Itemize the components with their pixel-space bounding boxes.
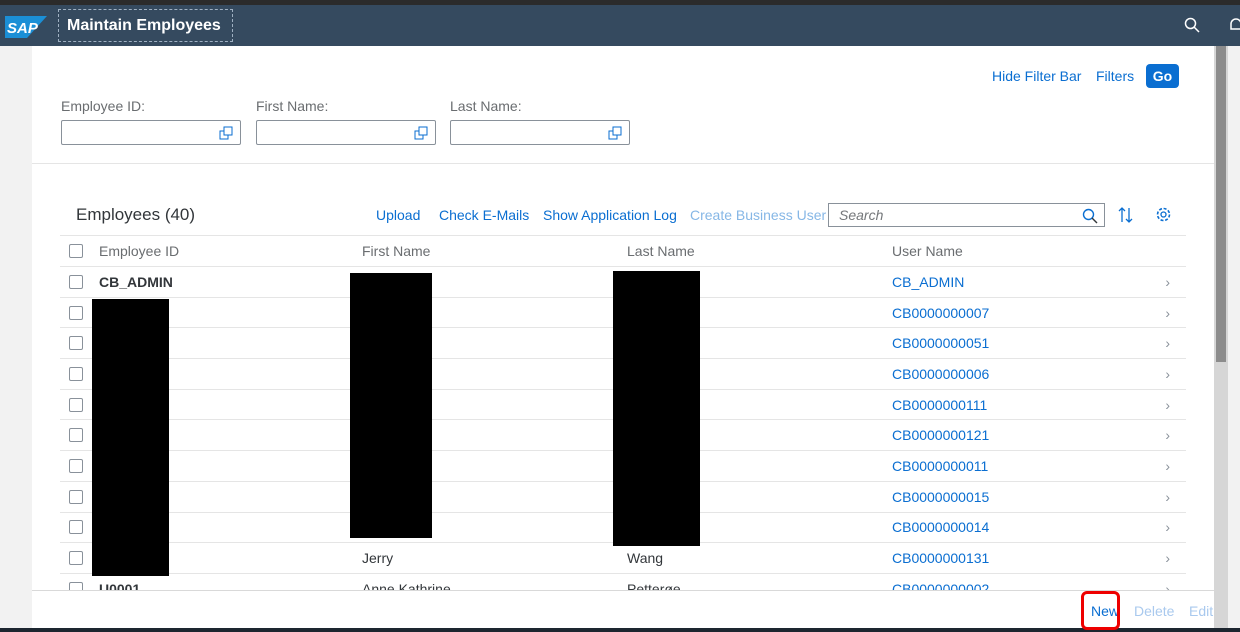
chevron-right-icon[interactable]: › xyxy=(1165,580,1170,597)
row-checkbox[interactable] xyxy=(69,366,83,381)
row-checkbox[interactable] xyxy=(69,458,83,473)
search-placeholder: Search xyxy=(839,207,884,223)
new-button[interactable]: New xyxy=(1091,603,1120,619)
row-checkbox[interactable] xyxy=(69,520,83,535)
employee-id-cell: CB_ADMIN xyxy=(99,273,173,290)
user-name-link[interactable]: CB0000000051 xyxy=(892,335,990,352)
last-name-cell: Wang xyxy=(627,550,664,567)
go-button[interactable]: Go xyxy=(1146,64,1179,88)
redaction-box xyxy=(350,273,432,538)
edit-button[interactable]: Edit xyxy=(1189,603,1214,619)
employee-id-label: Employee ID: xyxy=(61,98,146,114)
user-name-link[interactable]: CB0000000014 xyxy=(892,519,990,536)
user-name-link[interactable]: CB0000000111 xyxy=(892,396,988,413)
search-input[interactable]: Search xyxy=(828,203,1105,227)
chevron-right-icon[interactable]: › xyxy=(1165,457,1170,474)
column-user-name[interactable]: User Name xyxy=(892,243,963,259)
upload-button[interactable]: Upload xyxy=(376,207,421,223)
chevron-right-icon[interactable]: › xyxy=(1165,335,1170,352)
first-name-input[interactable] xyxy=(256,120,436,145)
table-title: Employees (40) xyxy=(76,205,196,224)
employee-id-input[interactable] xyxy=(61,120,241,145)
shell-bar: SAP Maintain Employees xyxy=(0,5,1240,60)
chevron-right-icon[interactable]: › xyxy=(1165,273,1170,290)
user-name-link[interactable]: CB0000000011 xyxy=(892,457,989,474)
user-name-link[interactable]: CB0000000121 xyxy=(892,427,990,444)
value-help-icon[interactable] xyxy=(414,126,428,140)
table-row[interactable]: Jerry Wang CB0000000131 › xyxy=(60,543,1186,574)
chevron-right-icon[interactable]: › xyxy=(1165,365,1170,382)
user-name-link[interactable]: CB0000000015 xyxy=(892,488,990,505)
bell-icon[interactable] xyxy=(1228,17,1240,33)
value-help-icon[interactable] xyxy=(608,126,622,140)
settings-gear-icon[interactable] xyxy=(1155,206,1172,223)
user-name-link[interactable]: CB0000000007 xyxy=(892,304,990,321)
value-help-icon[interactable] xyxy=(219,126,233,140)
column-employee-id[interactable]: Employee ID xyxy=(99,243,180,259)
row-checkbox[interactable] xyxy=(69,336,83,351)
chevron-right-icon[interactable]: › xyxy=(1165,427,1170,444)
chevron-right-icon[interactable]: › xyxy=(1165,304,1170,321)
check-emails-button[interactable]: Check E-Mails xyxy=(439,207,530,223)
filter-bar: Hide Filter Bar Filters Go Employee ID: … xyxy=(32,46,1214,164)
new-button-highlight xyxy=(1081,591,1120,630)
row-checkbox[interactable] xyxy=(69,305,83,320)
first-name-cell: Jerry xyxy=(362,550,394,567)
app-title: Maintain Employees xyxy=(67,17,221,34)
user-name-link[interactable]: CB0000000006 xyxy=(892,365,990,382)
user-name-link[interactable]: CB_ADMIN xyxy=(892,273,965,290)
chevron-right-icon[interactable]: › xyxy=(1165,396,1170,413)
redaction-box xyxy=(613,271,700,546)
filters-button[interactable]: Filters xyxy=(1096,68,1135,84)
svg-text:SAP: SAP xyxy=(7,20,39,37)
sort-icon[interactable] xyxy=(1118,206,1134,224)
taskbar-strip xyxy=(0,628,1240,632)
sap-logo[interactable]: SAP xyxy=(5,16,47,38)
show-application-log-button[interactable]: Show Application Log xyxy=(543,207,677,223)
select-all-checkbox[interactable] xyxy=(69,244,83,258)
create-business-user-button[interactable]: Create Business User xyxy=(690,207,827,223)
table-header: Employee ID First Name Last Name User Na… xyxy=(60,235,1186,267)
row-checkbox[interactable] xyxy=(69,274,83,289)
user-name-link[interactable]: CB0000000131 xyxy=(892,550,990,567)
chevron-right-icon[interactable]: › xyxy=(1165,519,1170,536)
first-name-label: First Name: xyxy=(256,98,329,114)
search-icon[interactable] xyxy=(1184,17,1200,33)
last-name-input[interactable] xyxy=(450,120,630,145)
row-checkbox[interactable] xyxy=(69,397,83,412)
row-checkbox[interactable] xyxy=(69,489,83,504)
scrollbar-thumb[interactable] xyxy=(1216,46,1226,362)
redaction-box xyxy=(92,299,169,576)
window-top-strip xyxy=(0,0,1240,5)
chevron-right-icon[interactable]: › xyxy=(1165,488,1170,505)
hide-filter-bar-button[interactable]: Hide Filter Bar xyxy=(992,68,1082,84)
app-title-menu[interactable]: Maintain Employees xyxy=(58,9,233,60)
search-icon[interactable] xyxy=(1082,208,1098,224)
row-checkbox[interactable] xyxy=(69,551,83,566)
column-first-name[interactable]: First Name xyxy=(362,243,431,259)
vertical-scrollbar[interactable] xyxy=(1214,46,1228,628)
delete-button[interactable]: Delete xyxy=(1134,603,1175,619)
row-checkbox[interactable] xyxy=(69,428,83,443)
last-name-label: Last Name: xyxy=(450,98,522,114)
footer-toolbar: New Delete Edit xyxy=(32,590,1214,628)
column-last-name[interactable]: Last Name xyxy=(627,243,695,259)
chevron-right-icon[interactable]: › xyxy=(1165,550,1170,567)
